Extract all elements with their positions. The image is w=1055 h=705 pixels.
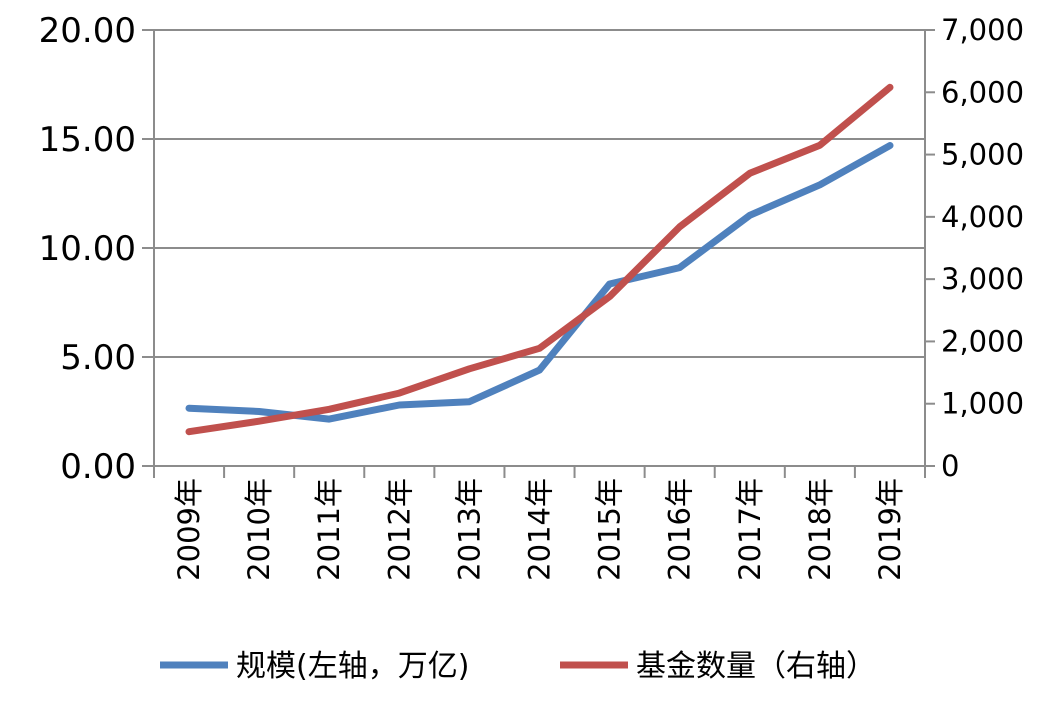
legend-item: 基金数量（右轴）	[560, 649, 876, 684]
series-line-scale	[189, 146, 890, 420]
x-tick-label: 2018年	[803, 478, 837, 581]
x-tick-label: 2014年	[523, 478, 557, 581]
right-tick-label: 2,000	[941, 324, 1024, 358]
legend-item: 规模(左轴，万亿)	[160, 649, 469, 684]
right-tick-label: 7,000	[941, 13, 1024, 47]
x-tick-label: 2011年	[312, 478, 346, 581]
x-tick-label: 2015年	[593, 478, 627, 581]
right-tick-label: 5,000	[941, 138, 1024, 172]
left-tick-label: 20.00	[39, 11, 136, 51]
right-tick-label: 4,000	[941, 200, 1024, 234]
gridlines	[154, 30, 925, 466]
x-tick-label: 2016年	[663, 478, 697, 581]
x-tick-label: 2009年	[172, 478, 206, 581]
legend-label: 规模(左轴，万亿)	[236, 649, 469, 684]
x-tick-label: 2010年	[242, 478, 276, 581]
legend-label: 基金数量（右轴）	[636, 649, 876, 684]
left-tick-label: 5.00	[60, 338, 136, 378]
left-tick-label: 0.00	[60, 447, 136, 487]
x-tick-label: 2017年	[733, 478, 767, 581]
right-tick-label: 6,000	[941, 75, 1024, 109]
left-tick-label: 15.00	[39, 120, 136, 160]
x-tick-label: 2019年	[873, 478, 907, 581]
x-tick-label: 2012年	[382, 478, 416, 581]
right-tick-label: 3,000	[941, 262, 1024, 296]
right-tick-label: 0	[941, 449, 959, 483]
right-tick-label: 1,000	[941, 387, 1024, 421]
left-tick-label: 10.00	[39, 229, 136, 269]
legend: 规模(左轴，万亿) 基金数量（右轴）	[160, 649, 876, 684]
x-tick-label: 2013年	[452, 478, 486, 581]
